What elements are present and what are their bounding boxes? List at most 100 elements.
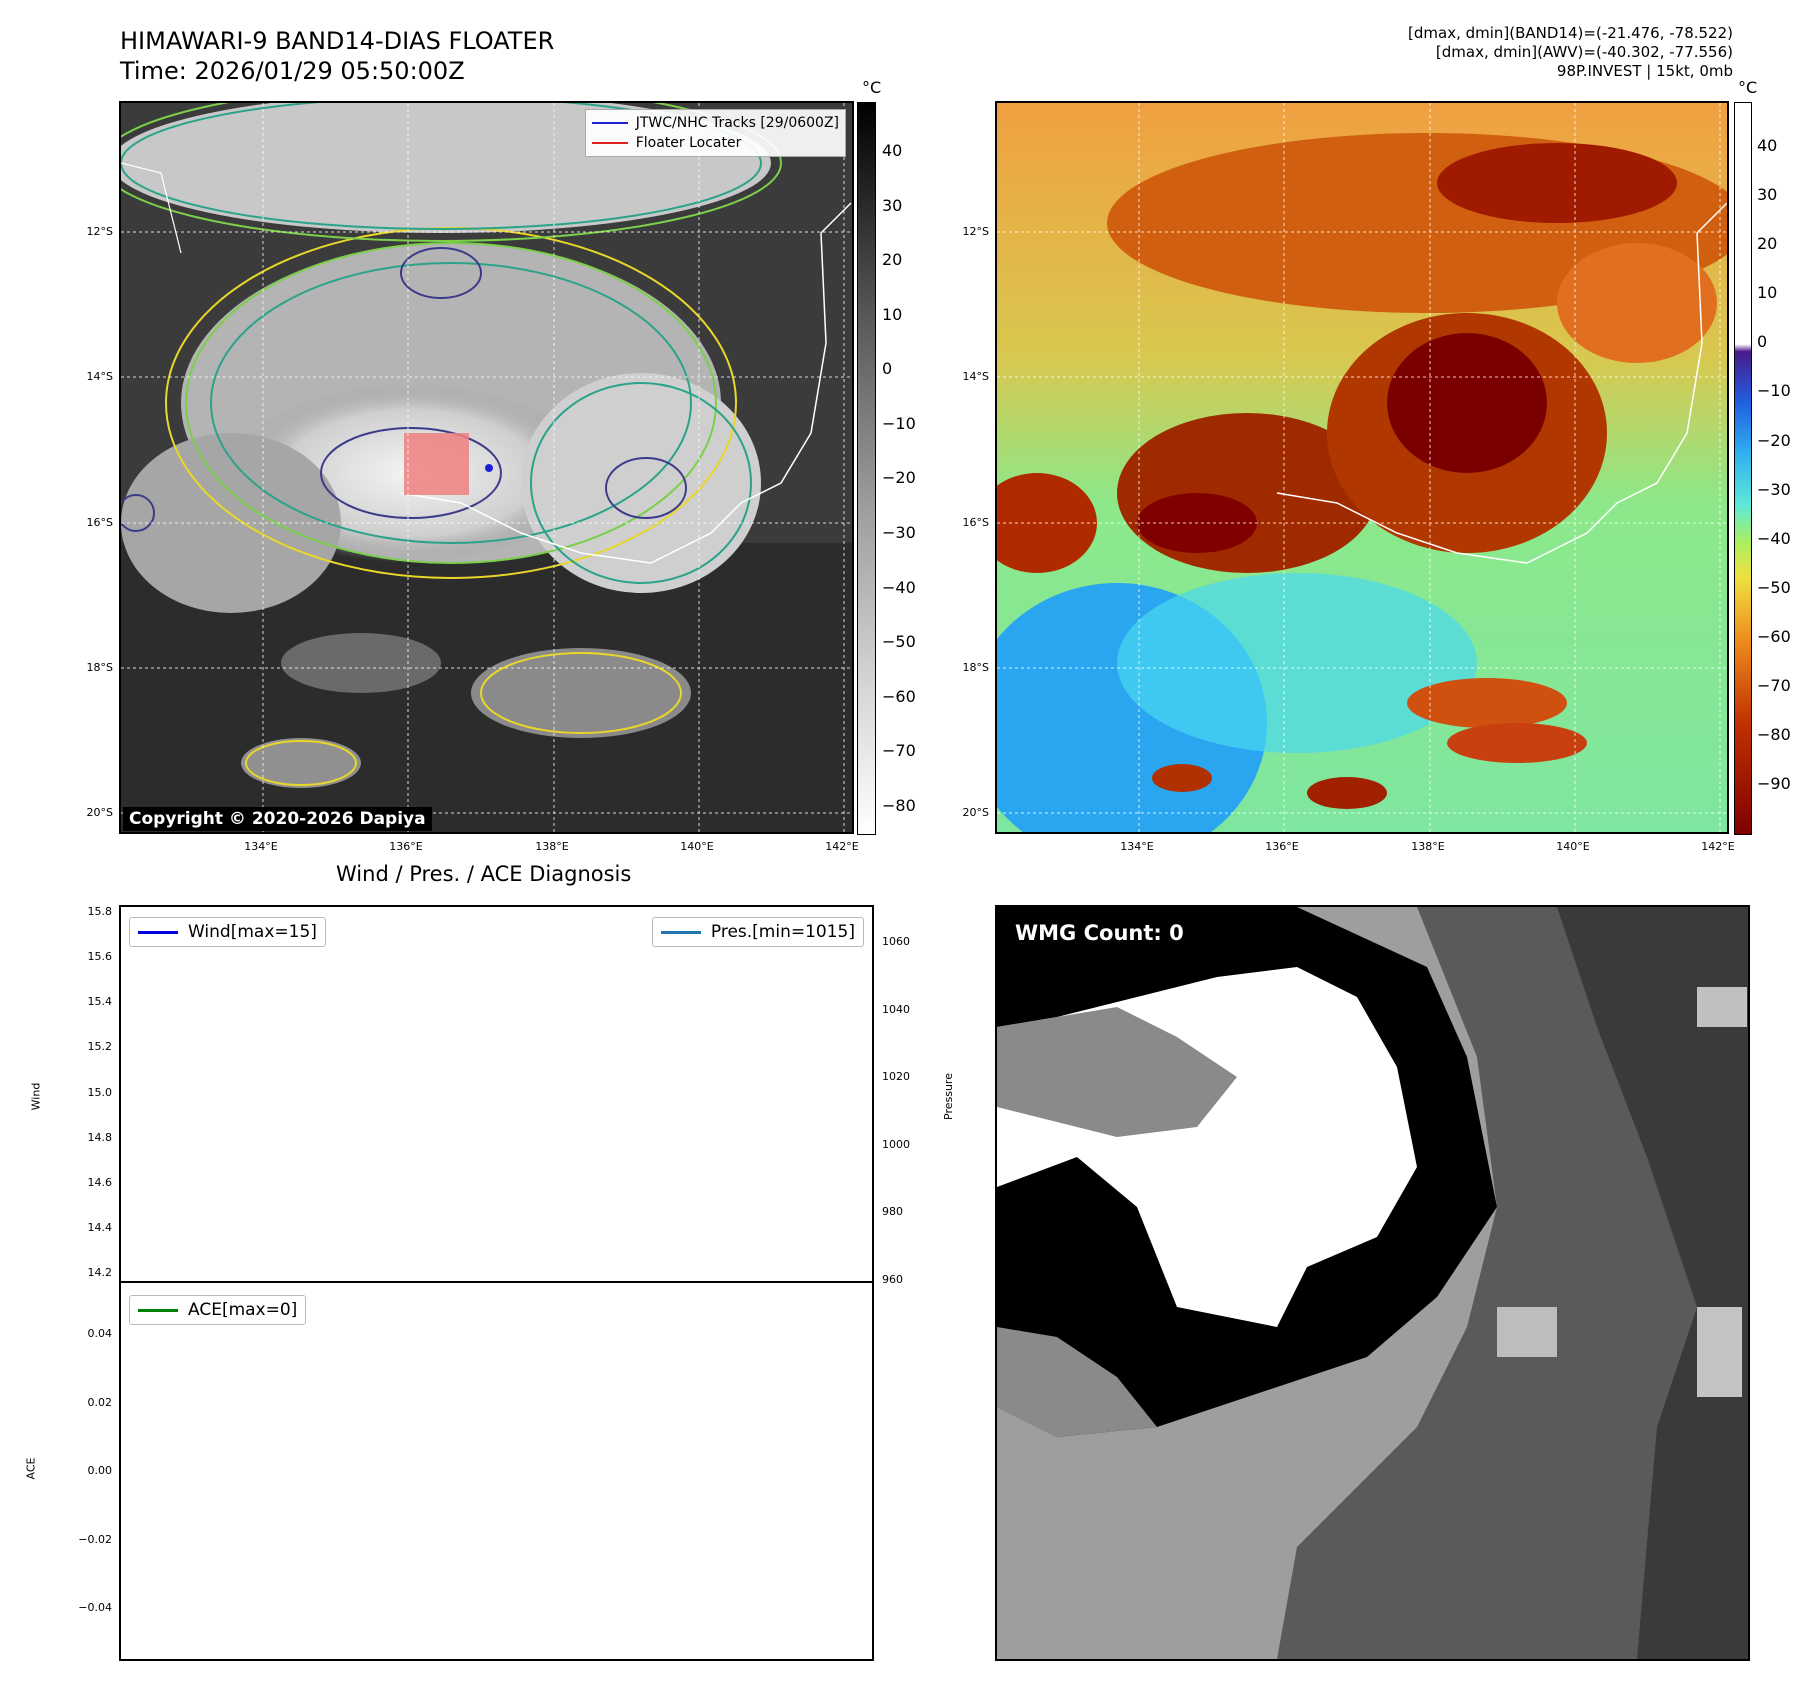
legend-entry-locater: Floater Locater xyxy=(591,133,839,153)
info-block: [dmax, dmin](BAND14)=(-21.476, -78.522) … xyxy=(1408,24,1733,81)
awv-colorbar-tick: −90 xyxy=(1757,773,1791,793)
wmg-panel: WMG Count: 0 xyxy=(995,905,1750,1661)
awv-colorbar-tick: 40 xyxy=(1757,136,1778,156)
ir-colorbar-tick: 10 xyxy=(882,304,903,324)
info-line-1: [dmax, dmin](BAND14)=(-21.476, -78.522) xyxy=(1408,24,1733,42)
wind-swatch xyxy=(138,930,178,934)
wmg-count-label: WMG Count: 0 xyxy=(1007,917,1192,949)
page-title: HIMAWARI-9 BAND14-DIAS FLOATER Time: 202… xyxy=(120,26,554,86)
diagnosis-title: Wind / Pres. / ACE Diagnosis xyxy=(336,862,632,886)
awv-colorbar-tick: −70 xyxy=(1757,675,1791,695)
wind-y-tick: 15.6 xyxy=(87,950,113,964)
ace-y-tick: −0.02 xyxy=(78,1532,112,1546)
pres-y-tick: 1040 xyxy=(882,1002,910,1016)
title-line-1: HIMAWARI-9 BAND14-DIAS FLOATER xyxy=(120,27,555,55)
pres-legend: Pres.[min=1015] xyxy=(651,917,864,947)
awv-colorbar-tick: 0 xyxy=(1757,332,1768,352)
lon-tick-label: 134°E xyxy=(244,840,278,853)
lon-tick-label: 138°E xyxy=(535,840,569,853)
pres-ylabel: Pressure xyxy=(941,1073,955,1120)
wind-y-tick: 15.0 xyxy=(87,1085,113,1099)
lat-tick-label: 12°S xyxy=(86,225,113,238)
lat-tick-label: 14°S xyxy=(962,370,989,383)
lat-tick-label: 18°S xyxy=(962,661,989,674)
pres-y-tick: 1000 xyxy=(882,1137,910,1151)
ir-colorbar-tick: 30 xyxy=(882,195,903,215)
copyright-label: Copyright © 2020-2026 Dapiya xyxy=(123,807,432,831)
awv-colorbar-tick: −30 xyxy=(1757,479,1791,499)
ace-y-tick: −0.04 xyxy=(78,1601,112,1614)
ir-legend: JTWC/NHC Tracks [29/0600Z] Floater Locat… xyxy=(584,109,846,157)
ir-colorbar-tick: 0 xyxy=(882,359,893,379)
legend-entry-track: JTWC/NHC Tracks [29/0600Z] xyxy=(591,113,839,133)
awv-colorbar-tick: −60 xyxy=(1757,626,1791,646)
wind-legend: Wind[max=15] xyxy=(129,917,326,947)
awv-colorbar-tick: 30 xyxy=(1757,185,1778,205)
wmg-image xyxy=(997,907,1748,1659)
ir-colorbar-tick: −10 xyxy=(882,413,916,433)
track-point xyxy=(485,464,493,472)
lat-tick-label: 16°S xyxy=(86,516,113,529)
lon-tick-label: 142°E xyxy=(1701,840,1735,853)
wind-y-tick: 14.4 xyxy=(87,1220,113,1234)
ir-map-image xyxy=(121,103,852,832)
ir-colorbar-tick: 20 xyxy=(882,250,903,270)
ir-colorbar-tick: −70 xyxy=(882,741,916,761)
awv-map-panel xyxy=(995,101,1729,834)
pres-swatch xyxy=(660,930,701,934)
ace-ylabel: ACE xyxy=(24,1457,38,1480)
lon-tick-label: 136°E xyxy=(389,840,423,853)
awv-colorbar-tick: 10 xyxy=(1757,283,1778,303)
ace-panel: ACE[max=0] xyxy=(119,1281,874,1661)
ace-swatch xyxy=(138,1308,178,1312)
awv-colorbar-tick: 20 xyxy=(1757,234,1778,254)
ir-colorbar xyxy=(857,102,876,835)
pres-y-tick: 1020 xyxy=(882,1070,910,1084)
lat-tick-label: 18°S xyxy=(86,661,113,674)
ace-y-tick: 0.04 xyxy=(87,1327,113,1340)
pres-y-tick: 960 xyxy=(882,1273,903,1286)
pres-y-tick: 980 xyxy=(882,1205,903,1219)
awv-colorbar-tick: −20 xyxy=(1757,430,1791,450)
wind-ylabel: Wind xyxy=(29,1082,43,1111)
title-line-2: Time: 2026/01/29 05:50:00Z xyxy=(120,57,465,85)
ir-colorbar-tick: −60 xyxy=(882,686,916,706)
awv-colorbar-tick: −40 xyxy=(1757,528,1791,548)
awv-colorbar xyxy=(1734,102,1752,835)
ace-legend: ACE[max=0] xyxy=(129,1295,307,1325)
ir-colorbar-tick: −80 xyxy=(882,795,916,815)
lat-tick-label: 14°S xyxy=(86,370,113,383)
lon-tick-label: 138°E xyxy=(1411,840,1445,853)
lat-tick-label: 20°S xyxy=(86,806,113,819)
ir-colorbar-tick: −20 xyxy=(882,468,916,488)
wind-y-tick: 15.8 xyxy=(87,905,113,918)
wind-pres-panel: Wind[max=15] Pres.[min=1015] xyxy=(119,905,874,1283)
lon-tick-label: 140°E xyxy=(680,840,714,853)
ir-colorbar-unit: °C xyxy=(862,78,882,97)
ace-y-tick: 0.02 xyxy=(87,1395,113,1409)
awv-colorbar-tick: −10 xyxy=(1757,381,1791,401)
pres-y-tick: 1060 xyxy=(882,935,910,948)
wind-y-tick: 14.8 xyxy=(87,1130,113,1144)
info-line-3: 98P.INVEST | 15kt, 0mb xyxy=(1556,62,1733,80)
info-line-2: [dmax, dmin](AWV)=(-40.302, -77.556) xyxy=(1435,43,1733,61)
ir-colorbar-tick: 40 xyxy=(882,141,903,161)
lon-tick-label: 142°E xyxy=(825,840,859,853)
lat-tick-label: 12°S xyxy=(962,225,989,238)
awv-colorbar-tick: −50 xyxy=(1757,577,1791,597)
lat-tick-label: 16°S xyxy=(962,516,989,529)
ir-map-panel: JTWC/NHC Tracks [29/0600Z] Floater Locat… xyxy=(119,101,854,834)
lat-tick-label: 20°S xyxy=(962,806,989,819)
ir-colorbar-tick: −30 xyxy=(882,522,916,542)
wind-y-tick: 15.4 xyxy=(87,995,113,1009)
lon-tick-label: 136°E xyxy=(1265,840,1299,853)
wind-y-tick: 15.2 xyxy=(87,1040,113,1054)
wind-y-tick: 14.6 xyxy=(87,1175,113,1189)
awv-colorbar-unit: °C xyxy=(1738,78,1758,97)
awv-map-image xyxy=(997,103,1727,832)
lon-tick-label: 134°E xyxy=(1120,840,1154,853)
awv-colorbar-tick: −80 xyxy=(1757,724,1791,744)
wind-y-tick: 14.2 xyxy=(87,1266,113,1279)
ir-colorbar-tick: −50 xyxy=(882,632,916,652)
lon-tick-label: 140°E xyxy=(1556,840,1590,853)
